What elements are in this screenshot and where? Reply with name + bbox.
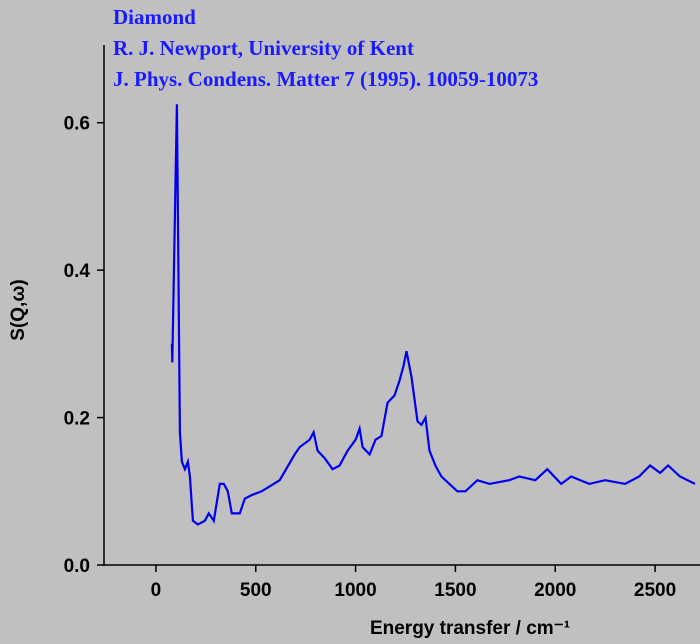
x-tick-label: 1500 [434, 580, 476, 601]
x-tick-label: 0 [151, 580, 162, 601]
y-axis-label: S(Q,ω) [8, 279, 29, 340]
x-tick-label: 1000 [334, 580, 376, 601]
y-tick-label: 0.6 [64, 114, 90, 135]
title-line: Diamond [113, 5, 196, 29]
title-line: J. Phys. Condens. Matter 7 (1995). 10059… [113, 67, 538, 91]
y-tick-label: 0.0 [64, 556, 90, 577]
x-tick-label: 2000 [534, 580, 576, 601]
x-axis-label: Energy transfer / cm⁻¹ [370, 618, 570, 639]
title-line: R. J. Newport, University of Kent [113, 36, 414, 60]
y-tick-label: 0.4 [64, 261, 91, 282]
y-tick-label: 0.2 [64, 409, 90, 430]
x-tick-label: 500 [240, 580, 272, 601]
x-tick-label: 2500 [634, 580, 676, 601]
data-line [170, 104, 696, 526]
